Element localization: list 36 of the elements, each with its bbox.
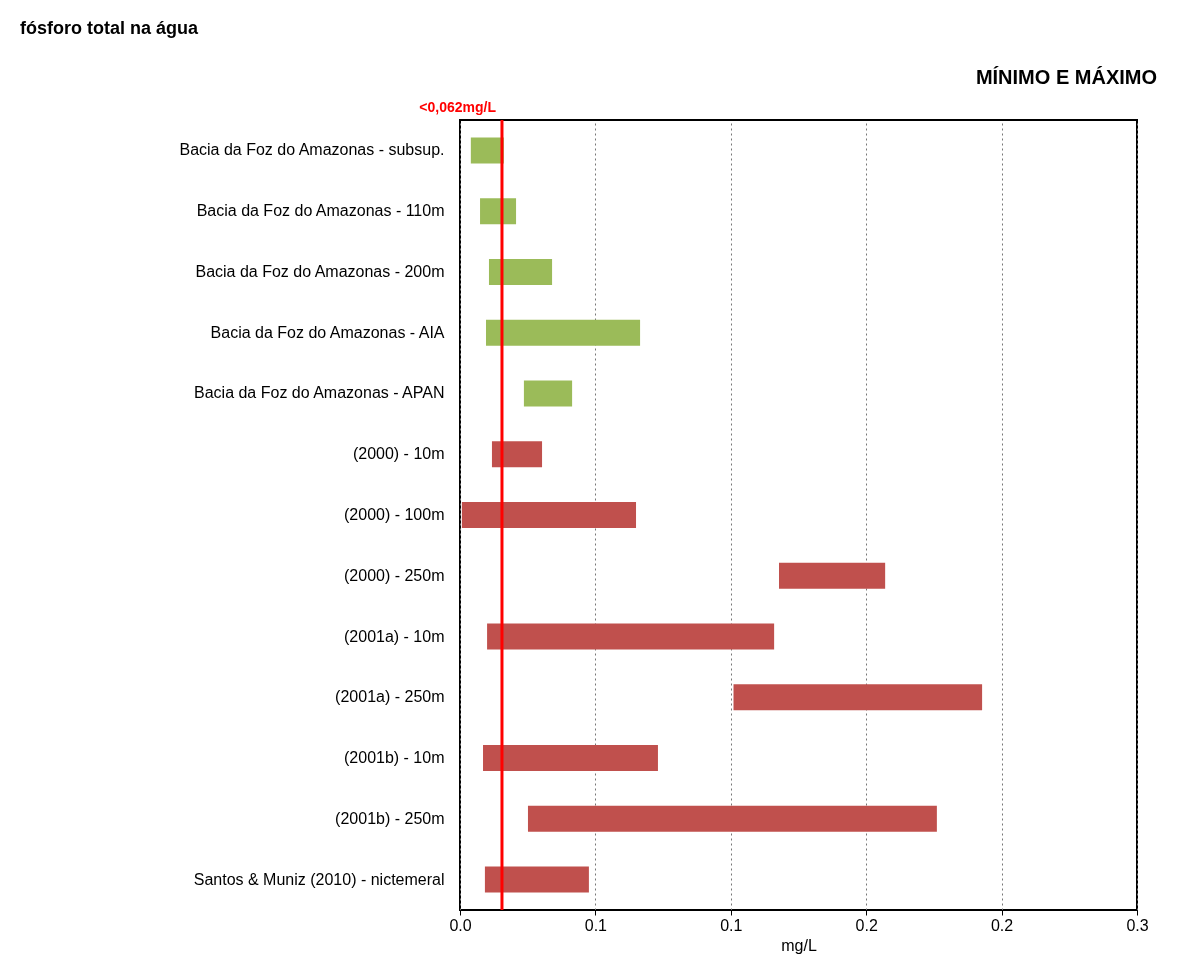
y-tick-label: (2000) - 250m xyxy=(344,566,445,584)
text: fósforo total na água xyxy=(20,18,199,38)
ref-line-label: <0,062mg/L xyxy=(419,99,497,115)
y-tick-label: (2001a) - 10m xyxy=(344,627,445,645)
y-tick-label: Bacia da Foz do Amazonas - APAN xyxy=(194,384,445,402)
x-tick-label: 0.1 xyxy=(720,916,743,934)
x-tick-label: 0.2 xyxy=(990,916,1014,934)
bar xyxy=(523,380,573,407)
chart-subtitle: MÍNIMO E MÁXIMO xyxy=(975,66,1157,88)
bar xyxy=(470,137,504,164)
y-tick-label: (2001b) - 250m xyxy=(335,809,445,827)
bar xyxy=(483,745,658,772)
bar xyxy=(486,319,641,346)
bar xyxy=(527,805,937,832)
y-tick-label: (2000) - 100m xyxy=(344,506,445,523)
bar xyxy=(779,562,886,589)
bar xyxy=(491,441,543,468)
y-tick-label: (2001b) - 10m xyxy=(344,749,445,767)
bar xyxy=(487,623,775,650)
y-tick-label: Santos & Muniz (2010) - nictemeral xyxy=(193,870,445,888)
bar xyxy=(484,866,589,893)
bar xyxy=(488,258,553,285)
y-tick-label: Bacia da Foz do Amazonas - subsup. xyxy=(179,141,445,159)
x-tick-label: 0.2 xyxy=(855,916,878,934)
x-axis-title: mg/L xyxy=(781,936,817,954)
bar xyxy=(461,502,637,528)
bar xyxy=(480,198,517,225)
y-tick-label: Bacia da Foz do Amazonas - 110m xyxy=(196,202,445,220)
y-tick-label: (2000) - 10m xyxy=(352,445,445,463)
y-tick-label: Bacia da Foz do Amazonas - AIA xyxy=(210,323,445,341)
x-tick-label: 0.3 xyxy=(1126,916,1149,934)
y-tick-label: (2001a) - 250m xyxy=(335,688,445,706)
x-tick-label: 0.1 xyxy=(584,916,608,934)
bar xyxy=(733,684,983,711)
x-tick-label: 0.0 xyxy=(449,916,472,934)
y-tick-label: Bacia da Foz do Amazonas - 200m xyxy=(195,262,445,280)
